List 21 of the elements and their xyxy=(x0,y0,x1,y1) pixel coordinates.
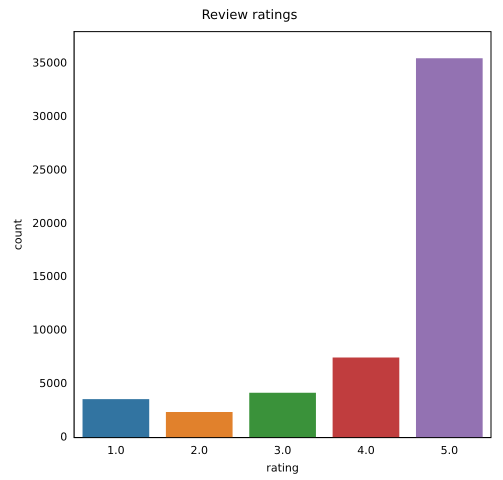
bar xyxy=(332,357,400,438)
x-tick-label: 1.0 xyxy=(107,444,125,458)
y-tick-label: 10000 xyxy=(32,324,68,337)
y-axis-title: count xyxy=(11,218,24,250)
bar xyxy=(166,412,233,438)
y-tick-label: 20000 xyxy=(32,216,68,230)
y-tick-label: 30000 xyxy=(32,110,68,123)
x-tick-label: 2.0 xyxy=(190,444,208,458)
x-axis-title: rating xyxy=(266,461,299,474)
x-tick-label: 4.0 xyxy=(357,444,375,458)
y-tick-label: 0 xyxy=(60,430,68,444)
chart-title: Review ratings xyxy=(202,8,298,24)
y-tick-label: 15000 xyxy=(32,270,68,284)
bar xyxy=(82,399,150,438)
y-tick-label: 5000 xyxy=(39,377,68,390)
y-tick-label: 35000 xyxy=(32,56,68,70)
y-tick-label: 25000 xyxy=(32,163,68,176)
x-tick-label: 3.0 xyxy=(274,444,292,458)
bar xyxy=(416,58,483,438)
x-tick-label: 5.0 xyxy=(440,444,458,458)
bar xyxy=(249,392,316,438)
